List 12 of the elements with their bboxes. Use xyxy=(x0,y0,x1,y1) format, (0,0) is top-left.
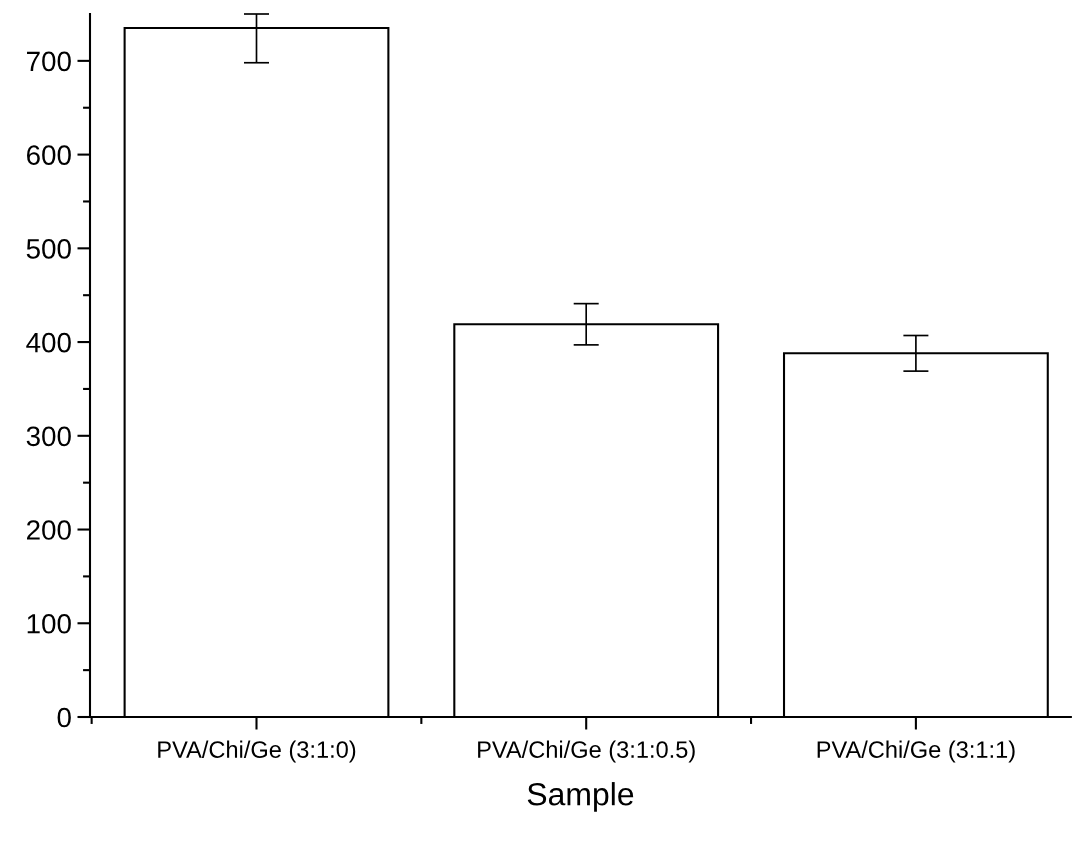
y-tick-label: 100 xyxy=(27,613,71,634)
y-tick-label: 300 xyxy=(26,426,71,447)
x-tick-label: PVA/Chi/Ge (3:1:0.5) xyxy=(478,740,695,763)
y-tick-label: 500 xyxy=(26,239,71,259)
x-tick-label: PVA/Chi/Ge (3:1:1) xyxy=(817,740,1015,763)
y-tick-label: 0 xyxy=(57,707,71,728)
y-tick-label: 600 xyxy=(27,145,71,165)
x-axis-title: Sample xyxy=(527,782,634,812)
y-tick-label: 700 xyxy=(27,51,71,72)
y-tick-label: 400 xyxy=(26,332,71,353)
x-tick-label: PVA/Chi/Ge (3:1:0) xyxy=(158,740,356,763)
y-tick-label: 200 xyxy=(27,520,71,540)
